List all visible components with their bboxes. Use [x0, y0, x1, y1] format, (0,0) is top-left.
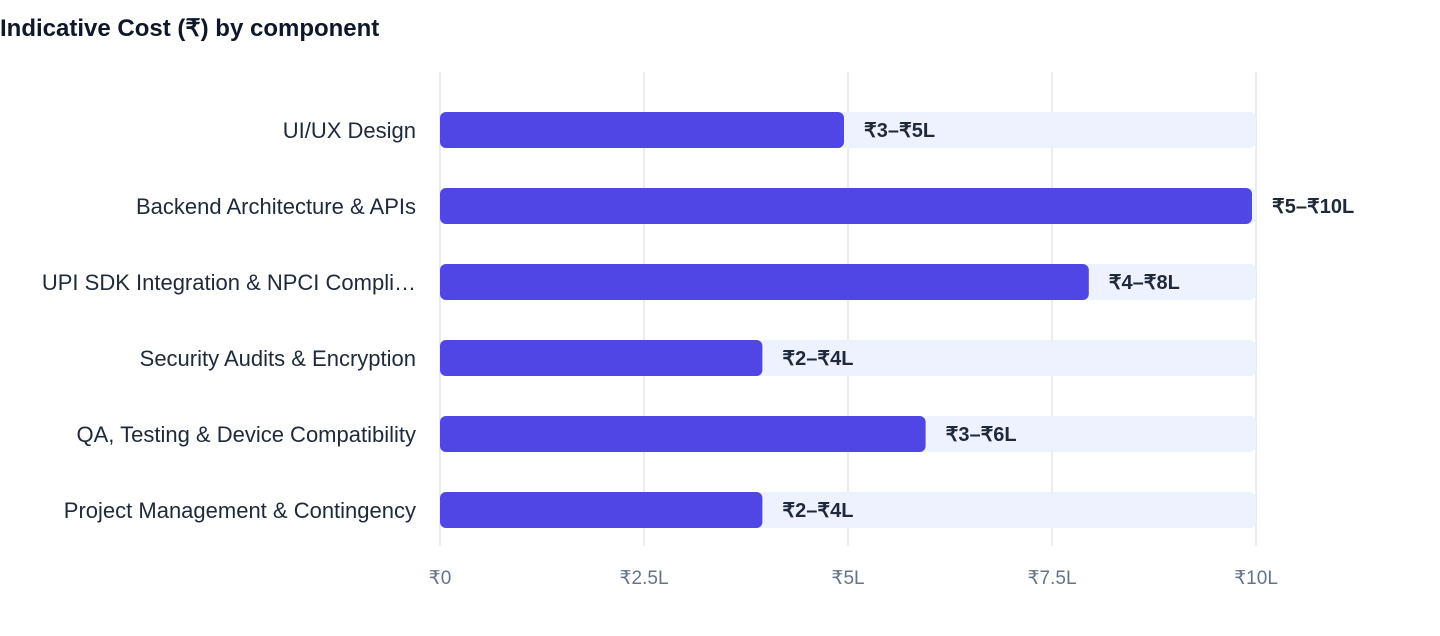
data-label: ₹3–₹6L	[946, 424, 1017, 446]
category-label: Backend Architecture & APIs	[136, 194, 416, 219]
category-label: UI/UX Design	[283, 118, 416, 143]
category-label: UPI SDK Integration & NPCI Compli…	[42, 270, 416, 295]
x-tick-label: ₹7.5L	[1027, 568, 1076, 589]
bar	[440, 492, 763, 528]
data-label: ₹2–₹4L	[782, 348, 853, 370]
data-label: ₹5–₹10L	[1272, 196, 1354, 218]
bar	[440, 416, 926, 452]
bar	[440, 112, 844, 148]
x-tick-label: ₹10L	[1234, 568, 1278, 589]
x-tick-label: ₹5L	[831, 568, 864, 589]
bar	[440, 264, 1089, 300]
bar	[440, 188, 1252, 224]
category-label: Security Audits & Encryption	[140, 346, 416, 371]
category-label: QA, Testing & Device Compatibility	[76, 422, 416, 447]
x-tick-label: ₹2.5L	[619, 568, 668, 589]
data-label: ₹3–₹5L	[864, 120, 935, 142]
bar	[440, 340, 763, 376]
x-tick-label: ₹0	[429, 568, 452, 589]
data-label: ₹4–₹8L	[1109, 272, 1180, 294]
data-label: ₹2–₹4L	[782, 500, 853, 522]
category-label: Project Management & Contingency	[64, 498, 416, 523]
chart-title: Indicative Cost (₹) by component	[0, 15, 380, 42]
